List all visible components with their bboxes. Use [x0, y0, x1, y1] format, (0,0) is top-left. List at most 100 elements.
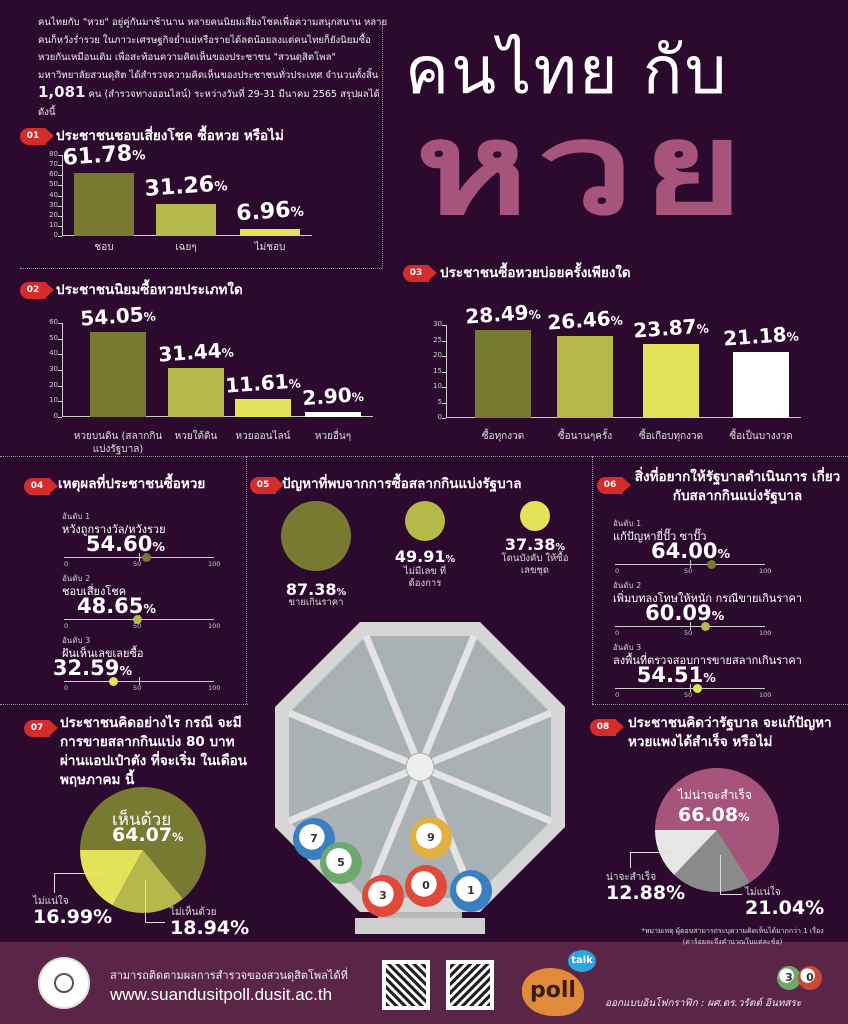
rank-label: อันดับ 1 [62, 512, 91, 521]
item-value: 54.51% [636, 663, 716, 687]
y-tick-label: 50 [49, 333, 58, 342]
scale-tick: 50 [684, 629, 693, 637]
y-tick-label: 40 [49, 190, 58, 199]
category-label: ไม่ชอบ [254, 242, 286, 253]
bubble-label: โดนบังคับ ให้ซื้อเลขชุด [501, 553, 569, 576]
slice-label: ไม่แน่ใจ [745, 887, 781, 898]
rank-label: อันดับ 3 [62, 636, 91, 645]
y-tick-label: 60 [49, 170, 58, 179]
y-tick-label: 10 [433, 382, 442, 390]
scale-tick: 100 [759, 567, 772, 575]
data-label-value: 31.26 [143, 172, 215, 203]
tick-mark [58, 225, 62, 227]
bar [74, 173, 134, 236]
y-tick-label: 0 [53, 412, 58, 420]
bar [90, 332, 146, 417]
slice-label: น่าจะสำเร็จ [606, 872, 657, 883]
y-tick-label: 5 [437, 397, 442, 406]
slice-label: ไม่แน่ใจ [33, 896, 69, 907]
category-label: หวยใต้ดิน [174, 431, 218, 442]
slice-value: 12.88% [606, 882, 686, 904]
lottery-ball: 0 [405, 865, 447, 907]
scale-bar [64, 615, 214, 624]
tick-mark [442, 418, 446, 419]
slice-label: ไม่น่าจะสำเร็จ [678, 788, 753, 802]
value-marker [141, 553, 151, 562]
rank-label: อันดับ 3 [613, 643, 642, 652]
scale-tick: 50 [133, 684, 142, 692]
slice-value: 21.04% [745, 897, 825, 919]
section-title: ประชาชนซื้อหวยบ่อยครั้งเพียงใด [440, 265, 631, 281]
leader-line [145, 880, 165, 923]
qr-code[interactable] [446, 960, 494, 1010]
scale-tick: 50 [133, 622, 142, 630]
category-label: ซื้อเป็นบางงวด [729, 431, 793, 442]
tick-mark [442, 356, 446, 357]
scale-tick: 0 [615, 691, 620, 699]
bubble-value: 49.91% [394, 547, 456, 566]
section-title: ประชาชนนิยมซื้อหวยประเภทใด [56, 282, 243, 298]
slice-value: 66.08% [678, 804, 750, 826]
bar [240, 228, 300, 236]
tick-mark [58, 215, 62, 217]
section-badge: 02 [20, 282, 54, 299]
category-label: ซื้อทุกงวด [481, 431, 525, 442]
machine-hub [405, 752, 435, 782]
lottery-ball: 5 [320, 842, 362, 884]
poll-talk-bubble: talk [568, 950, 596, 972]
bar [733, 352, 789, 418]
pie-slice [655, 830, 717, 875]
tick-mark [58, 236, 62, 237]
section-badge: 08 [590, 719, 624, 736]
qr-code[interactable] [382, 960, 430, 1010]
bar [156, 204, 216, 236]
pie-slice [112, 850, 183, 913]
tick-mark [58, 205, 62, 207]
tick-mark [58, 354, 62, 356]
data-label-value: 26.46 [546, 306, 612, 335]
intro-text: คนไทยกับ "หวย" อยู่คู่กันมาช้านาน หลายคน… [38, 17, 388, 118]
scale-bar [615, 560, 765, 569]
value-marker [132, 615, 142, 624]
scale-tick: 100 [208, 684, 221, 692]
lottery-ball: 9 [410, 817, 452, 859]
scale-bar [64, 677, 214, 686]
bar [475, 329, 531, 418]
y-tick-label: 30 [49, 365, 58, 373]
section-title: ประชาชนคิดอย่างไร กรณี จะมีการขายสลากกิน… [60, 715, 247, 788]
scale-tick: 100 [759, 691, 772, 699]
tick-mark [58, 155, 62, 156]
section-title: เหตุผลที่ประชาชนซื้อหวย [58, 476, 206, 492]
section-badge: 04 [24, 478, 58, 495]
tick-mark [58, 185, 62, 187]
data-label-value: 21.18 [722, 322, 788, 351]
y-tick-label: 25 [433, 335, 442, 344]
scale-tick: 50 [133, 560, 142, 568]
section-badge: 01 [20, 128, 54, 145]
scale-tick: 0 [64, 560, 69, 568]
data-label-value: 11.61 [224, 369, 290, 398]
value-marker [108, 677, 118, 686]
category-label: หวยอื่นๆ [314, 431, 352, 442]
website-link[interactable]: www.suandusitpoll.dusit.ac.th [110, 985, 333, 1004]
footnote: *หมายเหตุ ผู้ตอบสามารถระบุความคิดเห็นได้… [641, 927, 824, 946]
tick-mark [58, 370, 62, 371]
category-label: ซื้อนานๆครั้ง [557, 431, 613, 442]
data-label-value: 31.44 [157, 337, 223, 367]
scale-tick: 0 [64, 622, 69, 630]
y-tick-label: 15 [433, 366, 442, 375]
y-tick-label: 70 [49, 160, 58, 169]
lottery-ball: 3 [362, 875, 404, 917]
bubble-value: 87.38% [285, 580, 347, 599]
scale-tick: 0 [615, 567, 620, 575]
bubble-label: ขายเกินราคา [288, 597, 344, 608]
bar [168, 367, 224, 417]
y-tick-label: 30 [433, 320, 442, 328]
tick-mark [58, 175, 62, 177]
section-title: ประชาชนคิดว่ารัฐบาล จะแก้ปัญหาหวยแพงได้ส… [628, 715, 832, 750]
machine-base [355, 918, 485, 934]
y-tick-label: 50 [49, 180, 58, 189]
tick-mark [58, 417, 62, 418]
pie-chart [80, 787, 206, 913]
y-tick-label: 60 [49, 318, 58, 326]
